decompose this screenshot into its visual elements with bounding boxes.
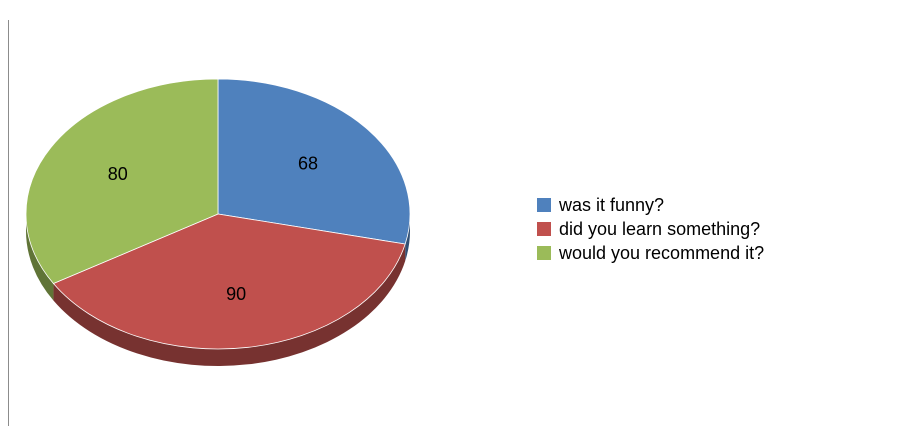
data-label-would-you-recommend-it: 80 xyxy=(108,164,128,184)
pie-depth-layer xyxy=(26,214,410,366)
legend-swatch xyxy=(537,222,551,236)
pie-slice-would-you-recommend-it xyxy=(25,78,219,285)
data-label-did-you-learn-something: 90 xyxy=(226,284,246,304)
legend-label: would you recommend it? xyxy=(559,242,765,263)
legend-label: was it funny? xyxy=(559,194,665,215)
legend-item-would-you-recommend-it: would you recommend it? xyxy=(537,241,764,265)
pie-slice-did-you-learn-something xyxy=(52,213,406,350)
pie-slices xyxy=(25,78,411,350)
pie-data-labels: 68 90 80 xyxy=(108,153,318,303)
legend: was it funny? did you learn something? w… xyxy=(537,193,764,265)
pie-slice-was-it-funny xyxy=(217,78,411,245)
pie-side-did-you-learn-something xyxy=(53,244,406,366)
legend-swatch xyxy=(537,198,551,212)
legend-swatch xyxy=(537,246,551,260)
left-border-line xyxy=(8,20,9,426)
pie-side-would-you-recommend-it xyxy=(26,214,54,301)
pie-side-was-it-funny xyxy=(405,214,410,262)
legend-item-was-it-funny: was it funny? xyxy=(537,193,764,217)
legend-item-did-you-learn-something: did you learn something? xyxy=(537,217,764,241)
legend-label: did you learn something? xyxy=(559,218,761,239)
data-label-was-it-funny: 68 xyxy=(298,153,318,173)
